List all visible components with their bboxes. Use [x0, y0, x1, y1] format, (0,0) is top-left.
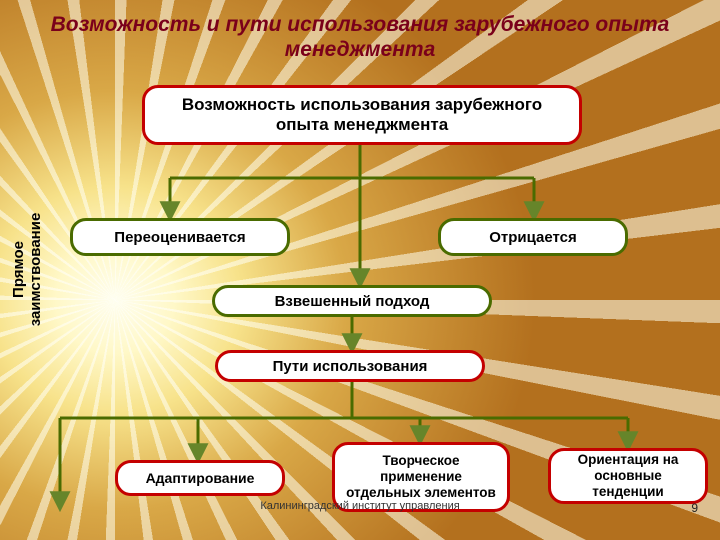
node-paths: Пути использования: [215, 350, 485, 382]
node-adaptation: Адаптирование: [115, 460, 285, 496]
page-number: 9: [691, 501, 698, 515]
node-overestimated: Переоценивается: [70, 218, 290, 256]
node-orientation: Ориентация на основные тенденции: [548, 448, 708, 504]
node-direct-borrowing: Прямое заимствование: [10, 187, 44, 352]
vlabel-line2: заимствование: [27, 187, 44, 352]
vlabel-line1: Прямое: [10, 241, 27, 298]
node-denied: Отрицается: [438, 218, 628, 256]
node-possibility: Возможность использования зарубежного оп…: [142, 85, 582, 145]
slide-root: Возможность и пути использования зарубеж…: [0, 0, 720, 540]
slide-title: Возможность и пути использования зарубеж…: [0, 12, 720, 62]
node-balanced-approach: Взвешенный подход: [212, 285, 492, 317]
footer-institute: Калининградский институт управления: [0, 500, 720, 512]
